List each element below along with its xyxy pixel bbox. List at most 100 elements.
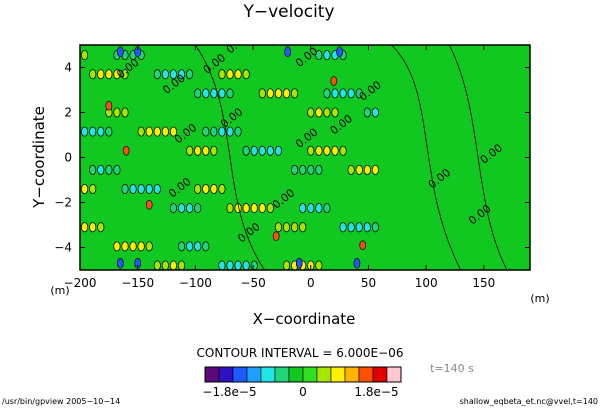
contour-cell: [258, 88, 266, 99]
contour-cell: [129, 241, 137, 252]
contour-cell: [202, 145, 210, 156]
contour-cell: [194, 203, 202, 214]
y-tick-label: −2: [54, 196, 72, 210]
contour-cell: [105, 164, 113, 175]
extreme-cell: [336, 46, 343, 58]
colorbar-swatch: [302, 366, 318, 383]
contour-cell: [145, 184, 153, 194]
contour-cell: [89, 126, 97, 137]
contour-cell: [161, 126, 169, 137]
contour-cell: [331, 107, 339, 118]
contour-cell: [186, 69, 194, 80]
contour-cell: [153, 260, 161, 270]
contour-cell: [81, 184, 89, 194]
contour-cell: [363, 222, 371, 233]
contour-cell: [363, 164, 371, 175]
x-tick-label: −50: [240, 276, 265, 290]
contour-cell: [363, 107, 371, 118]
extreme-cell: [272, 231, 280, 242]
contour-cell: [121, 241, 129, 252]
contour-cell: [234, 69, 242, 80]
contour-cell: [299, 164, 307, 175]
contour-cell: [81, 126, 89, 137]
contour-cell: [291, 222, 299, 233]
contour-cell: [218, 88, 226, 99]
contour-cell: [81, 222, 89, 233]
contour-cell: [291, 88, 299, 99]
contour-cell: [315, 145, 323, 156]
x-tick-label: 100: [415, 276, 438, 290]
contour-cell: [323, 88, 331, 99]
y-axis-title: Y−coordinate: [30, 106, 48, 209]
contour-cell: [226, 69, 234, 80]
contour-cell: [202, 184, 210, 194]
contour-cell: [234, 126, 242, 137]
contour-cell: [137, 241, 145, 252]
contour-cell: [210, 145, 218, 156]
extreme-cell: [284, 46, 292, 58]
colorbar-swatch: [246, 366, 262, 383]
y-tick-label: −4: [54, 241, 72, 255]
colorbar: [204, 366, 402, 383]
colorbar-tick-label: 1.8e−5: [354, 385, 398, 399]
contour-cell: [113, 164, 121, 175]
y-tick-label: 0: [64, 151, 72, 165]
colorbar-swatch: [288, 366, 304, 383]
chart-title: Y−velocity: [242, 2, 334, 22]
contour-cell: [210, 126, 218, 137]
contour-cell: [355, 88, 363, 99]
colorbar-swatch: [330, 366, 346, 383]
contour-cell: [274, 88, 283, 99]
contour-cell: [194, 241, 202, 252]
contour-cell: [347, 164, 355, 175]
contour-cell: [177, 203, 186, 214]
x-tick-label: −150: [121, 276, 154, 290]
contour-cell: [105, 69, 113, 80]
plot-area: 0.000.000.000.000.000.000.000.000.000.00…: [79, 44, 531, 271]
contour-cell: [218, 260, 226, 270]
contour-cell: [218, 184, 226, 194]
y-tick-label: 2: [64, 106, 72, 120]
contour-cell: [250, 260, 258, 270]
contour-cell: [347, 88, 355, 99]
contour-cell: [258, 145, 266, 156]
contour-cell: [226, 126, 234, 137]
contour-cell: [266, 203, 274, 214]
contour-cell: [161, 69, 169, 80]
contour-cell: [210, 184, 218, 194]
contour-cell: [97, 222, 105, 233]
contour-cell: [347, 222, 355, 233]
contour-cell: [169, 69, 178, 80]
contour-cell: [323, 203, 331, 214]
contour-cell: [153, 69, 161, 80]
extreme-cell: [122, 145, 130, 156]
contour-cell: [299, 222, 307, 233]
contour-cell: [266, 88, 274, 99]
extreme-cell: [353, 257, 361, 269]
contour-cell: [202, 126, 210, 137]
contour-cell: [315, 107, 323, 118]
contour-cell: [113, 241, 121, 252]
contour-cell: [97, 164, 105, 175]
contour-cell: [242, 260, 250, 270]
contour-cell: [121, 69, 129, 80]
colorbar-swatch: [386, 366, 402, 383]
x-tick-label: 50: [361, 276, 376, 290]
x-tick-label: −200: [64, 276, 97, 290]
contour-cell: [371, 164, 379, 175]
x-axis-title: X−coordinate: [253, 310, 356, 328]
colorbar-tick-label: 0: [299, 385, 307, 399]
extreme-cell: [295, 257, 303, 269]
contour-cell: [137, 126, 145, 137]
contour-cell: [169, 260, 178, 270]
contour-cell: [129, 184, 137, 194]
contour-cell: [299, 203, 307, 214]
extreme-cell: [359, 240, 367, 251]
contour-cell: [242, 203, 250, 214]
contour-cell: [194, 145, 202, 156]
contour-cell: [226, 88, 234, 99]
contour-cell: [226, 203, 234, 214]
colorbar-swatch: [358, 366, 374, 383]
contour-cell: [258, 203, 266, 214]
contour-cell: [177, 69, 186, 80]
